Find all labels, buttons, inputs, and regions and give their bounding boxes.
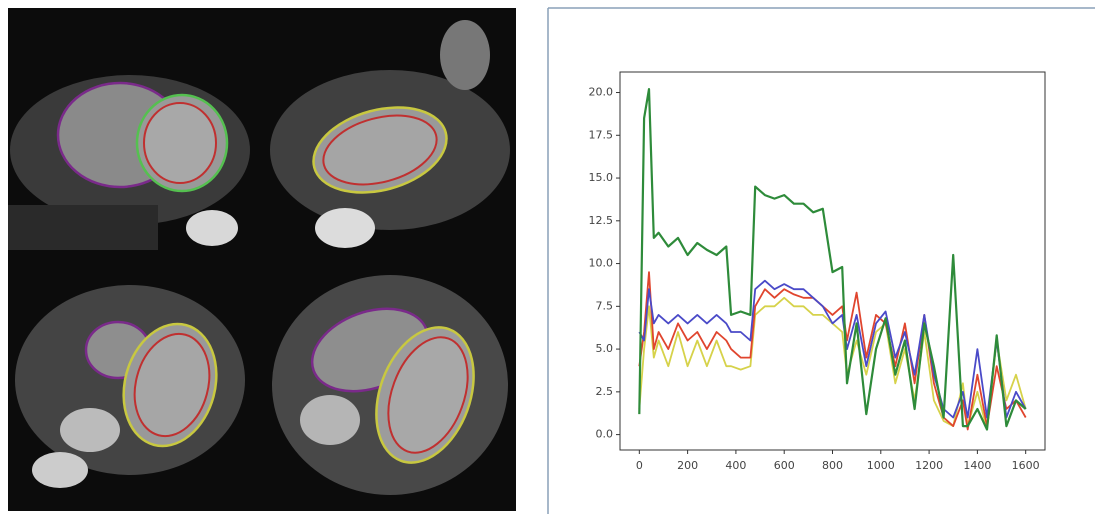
x-tick-label: 1600: [1012, 459, 1040, 472]
x-tick-label: 1400: [963, 459, 991, 472]
mri-four-chamber: [272, 275, 508, 495]
y-tick-label: 2.5: [596, 385, 614, 398]
y-tick-label: 15.0: [589, 171, 614, 184]
x-tick-label: 600: [774, 459, 795, 472]
y-tick-label: 0.0: [596, 428, 614, 441]
x-tick-label: 800: [822, 459, 843, 472]
series-line: [638, 279, 1027, 419]
y-tick-label: 10.0: [589, 257, 614, 270]
x-tick-label: 400: [725, 459, 746, 472]
series-line: [638, 87, 1027, 431]
mri-three-chamber: [15, 285, 245, 488]
y-tick-label: 20.0: [589, 86, 614, 99]
y-tick-label: 12.5: [589, 214, 614, 227]
x-tick-label: 1200: [915, 459, 943, 472]
series-line: [638, 296, 1027, 431]
chart-panel: 0.0 2.5 5.0 7.5 10.0 12.5 15.0 17.5 20.0 0 200 400 6…: [547, 7, 1095, 514]
x-tick-label: 0: [636, 459, 643, 472]
x-tick-label: 1000: [867, 459, 895, 472]
mri-two-chamber: [270, 20, 510, 248]
mri-panel: [8, 8, 516, 511]
y-tick-label: 7.5: [596, 299, 614, 312]
mri-short-axis: [8, 75, 250, 250]
x-tick-label: 200: [677, 459, 698, 472]
y-tick-label: 5.0: [596, 342, 614, 355]
y-tick-label: 17.5: [589, 128, 614, 141]
panel-background: [548, 8, 1094, 513]
